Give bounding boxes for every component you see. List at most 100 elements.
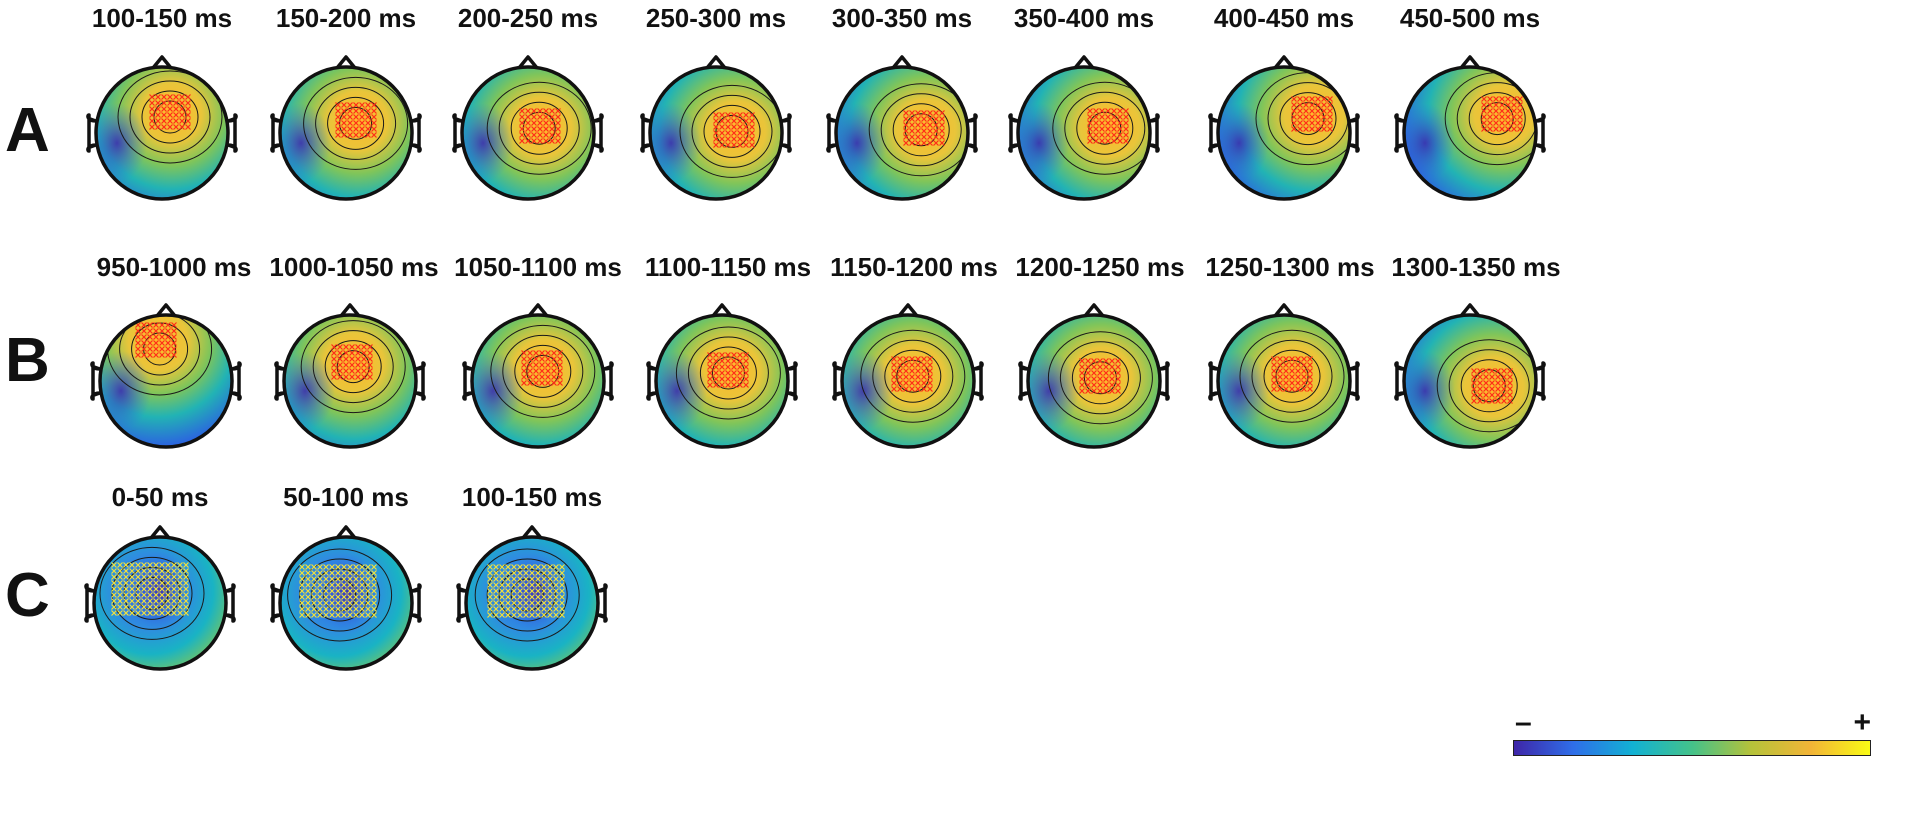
scalp-topography-map <box>1018 303 1170 449</box>
significant-electrode-markers <box>1087 108 1129 144</box>
scalp-map-surface <box>1404 315 1536 447</box>
scalp-map-surface <box>1028 315 1160 447</box>
significant-electrode-markers <box>519 108 561 144</box>
scalp-map-surface <box>650 67 782 199</box>
scalp-topography-map <box>462 303 614 449</box>
significant-electrode-markers <box>903 110 945 146</box>
scalp-topography-map <box>86 55 238 201</box>
scalp-map-surface <box>280 67 412 199</box>
scalp-map-surface <box>94 537 226 669</box>
significant-electrode-markers <box>1471 368 1513 404</box>
row-label-b: B <box>5 326 50 395</box>
significant-electrode-markers <box>299 564 377 618</box>
time-window-label: 1100-1150 ms <box>644 252 812 282</box>
significant-electrode-markers <box>135 322 177 358</box>
significant-electrode-markers <box>487 564 565 618</box>
time-window-label: 300-350 ms <box>831 3 973 33</box>
colorbar: – + <box>1513 708 1873 762</box>
scalp-map-surface <box>656 315 788 447</box>
scalp-map-surface <box>842 315 974 447</box>
head-outline <box>90 303 242 449</box>
significant-electrode-markers <box>521 350 563 386</box>
head-outline <box>1208 55 1360 201</box>
scalp-topography-map <box>1394 55 1546 201</box>
scalp-topography-map <box>640 55 792 201</box>
head-outline <box>274 303 426 449</box>
time-window-label: 0-50 ms <box>111 482 209 512</box>
scalp-topography-map <box>826 55 978 201</box>
scalp-map-surface <box>100 315 232 447</box>
significant-electrode-markers <box>713 112 755 148</box>
scalp-map-surface <box>472 315 604 447</box>
significant-electrode-markers <box>707 352 749 388</box>
time-window-label: 1250-1300 ms <box>1205 252 1375 282</box>
scalp-topography-map <box>274 303 426 449</box>
significant-electrode-markers <box>1271 356 1313 392</box>
row-label-c: C <box>5 561 50 630</box>
scalp-topography-map <box>1008 55 1160 201</box>
time-window-label: 1200-1250 ms <box>1015 252 1185 282</box>
head-outline <box>270 525 422 671</box>
significant-electrode-markers <box>891 356 933 392</box>
time-window-label: 400-450 ms <box>1213 3 1355 33</box>
time-window-label: 950-1000 ms <box>96 252 252 282</box>
significant-electrode-markers <box>149 94 191 130</box>
significant-electrode-markers <box>111 562 189 616</box>
head-outline <box>270 55 422 201</box>
time-window-label: 150-200 ms <box>275 3 417 33</box>
time-window-label: 1000-1050 ms <box>269 252 439 282</box>
head-outline <box>86 55 238 201</box>
scalp-topography-map <box>270 525 422 671</box>
scalp-map-surface <box>280 537 412 669</box>
scalp-topography-map <box>646 303 798 449</box>
time-window-label: 450-500 ms <box>1399 3 1541 33</box>
scalp-topography-map <box>1208 303 1360 449</box>
significant-electrode-markers <box>1079 358 1121 394</box>
significant-electrode-markers <box>1481 96 1523 132</box>
scalp-topography-map <box>90 303 242 449</box>
scalp-map-surface <box>1018 67 1150 199</box>
time-window-label: 1050-1100 ms <box>454 252 622 282</box>
scalp-topography-map <box>1208 55 1360 201</box>
head-outline <box>1018 303 1170 449</box>
head-outline <box>462 303 614 449</box>
head-outline <box>640 55 792 201</box>
head-outline <box>1394 55 1546 201</box>
scalp-map-surface <box>284 315 416 447</box>
time-window-label: 1300-1350 ms <box>1391 252 1561 282</box>
scalp-topography-map <box>456 525 608 671</box>
head-outline <box>1208 303 1360 449</box>
head-outline <box>1394 303 1546 449</box>
scalp-topography-map <box>832 303 984 449</box>
head-outline <box>84 525 236 671</box>
scalp-map-surface <box>466 537 598 669</box>
time-window-label: 50-100 ms <box>283 482 409 512</box>
scalp-topography-map <box>452 55 604 201</box>
time-window-label: 1150-1200 ms <box>830 252 998 282</box>
colorbar-gradient <box>1513 740 1871 756</box>
row-label-a: A <box>5 96 50 165</box>
scalp-map-surface <box>836 67 968 199</box>
scalp-topography-map <box>270 55 422 201</box>
significant-electrode-markers <box>335 102 377 138</box>
time-window-label: 200-250 ms <box>457 3 599 33</box>
time-window-label: 250-300 ms <box>645 3 787 33</box>
time-window-label: 350-400 ms <box>1013 3 1155 33</box>
head-outline <box>832 303 984 449</box>
scalp-map-surface <box>1404 67 1536 199</box>
scalp-topography-map <box>1394 303 1546 449</box>
scalp-map-surface <box>1218 315 1350 447</box>
scalp-map-surface <box>96 67 228 199</box>
scalp-map-surface <box>462 67 594 199</box>
head-outline <box>646 303 798 449</box>
significant-electrode-markers <box>331 344 373 380</box>
significant-electrode-markers <box>1291 96 1333 132</box>
time-window-label: 100-150 ms <box>91 3 233 33</box>
head-outline <box>452 55 604 201</box>
head-outline <box>456 525 608 671</box>
time-window-label: 100-150 ms <box>461 482 603 512</box>
colorbar-max-label: + <box>1853 706 1871 739</box>
colorbar-min-label: – <box>1515 706 1532 739</box>
head-outline <box>826 55 978 201</box>
scalp-map-surface <box>1218 67 1350 199</box>
